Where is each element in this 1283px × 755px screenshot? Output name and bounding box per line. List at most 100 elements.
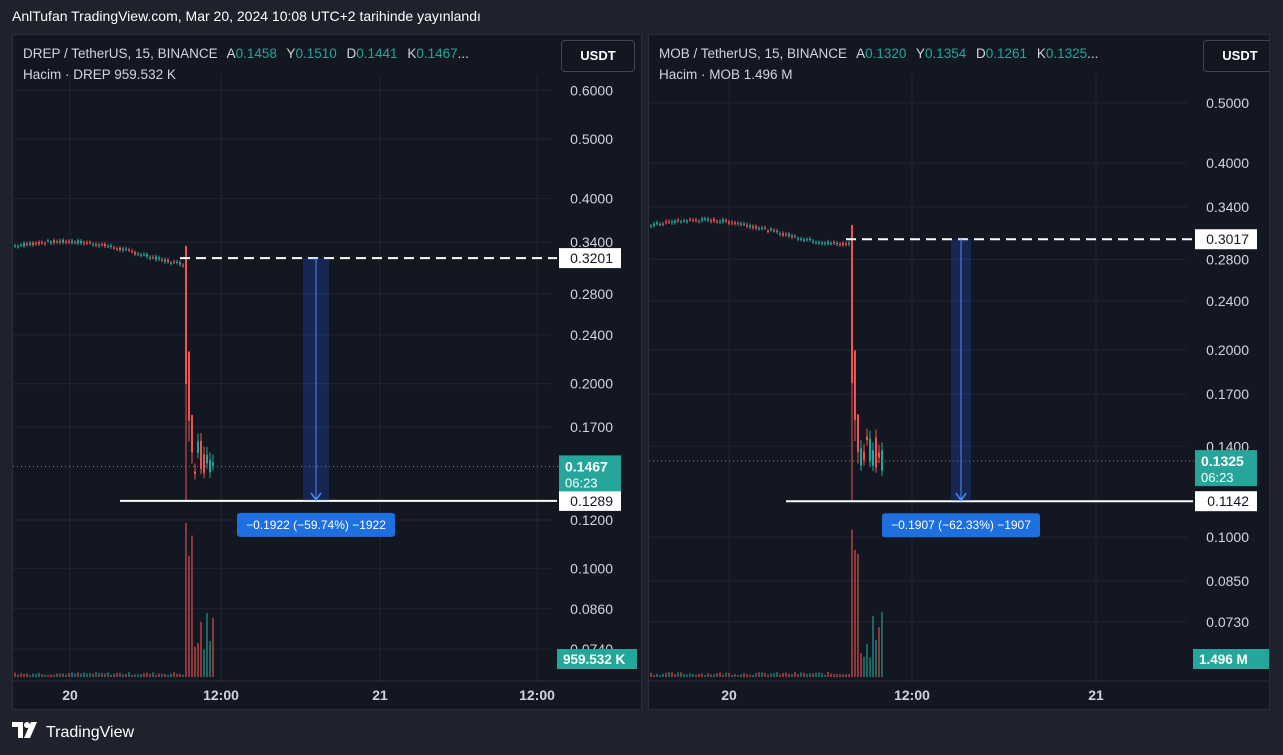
volume-bar (35, 673, 37, 677)
volume-bar (116, 673, 118, 677)
volume-bar (53, 674, 55, 677)
volume-bar (155, 674, 157, 677)
candle-body (734, 222, 736, 224)
currency-button[interactable]: USDT (561, 40, 635, 72)
volume-bar (692, 673, 694, 677)
candle-body (122, 248, 124, 251)
level-badge-label: 0.1142 (1207, 493, 1249, 509)
candle-body (821, 242, 823, 244)
chart-panel-mob[interactable]: 0.5000 0.4000 0.3400 0.2800 0.2400 0.2000 0.17… (648, 34, 1270, 710)
volume-bar (782, 672, 784, 677)
measure-label: −0.1922 (−59.74%) −1922 (246, 518, 386, 532)
candle-body (758, 228, 760, 230)
level-badge-label: 0.3017 (1206, 231, 1249, 247)
volume-bar (683, 673, 685, 677)
volume-bar (821, 672, 823, 677)
candle-body (143, 254, 145, 256)
candle-body (863, 451, 865, 461)
candle-body (770, 229, 772, 231)
volume-bar (176, 673, 178, 677)
volume-bar (134, 674, 136, 677)
chart-panel-drep[interactable]: 0.6000 0.5000 0.4000 0.3400 0.2800 0.2400 0.20… (12, 34, 642, 710)
volume-bar (794, 672, 796, 677)
level-badge-label: 0.1289 (570, 493, 613, 509)
volume-bar (818, 672, 820, 677)
volume-bar (839, 674, 841, 677)
volume-bar (716, 673, 718, 677)
volume-bar (713, 674, 715, 677)
tradingview-logo-icon (12, 722, 40, 743)
candle-body (836, 242, 838, 245)
y-tick-label: 0.1700 (570, 419, 613, 435)
candle-body (47, 240, 49, 242)
y-tick-label: 0.0860 (570, 601, 613, 617)
volume-bar (152, 672, 154, 677)
candle-body (212, 462, 214, 466)
volume-bar (776, 672, 778, 677)
low-value: 0.1261 (985, 46, 1028, 61)
candle-body (833, 242, 835, 244)
candle-body (200, 440, 202, 469)
volume-bar (845, 674, 847, 677)
candle-body (86, 242, 88, 244)
candle-body (50, 242, 52, 244)
candle-body (716, 221, 718, 223)
candle-body (782, 233, 784, 236)
y-tick-label: 0.4000 (570, 191, 613, 207)
volume-bar (65, 674, 67, 677)
x-tick-label: 20 (721, 687, 737, 703)
y-tick-label: 0.1000 (570, 561, 613, 577)
candle-body (149, 257, 151, 259)
volume-bar (788, 673, 790, 677)
volume-bar (203, 649, 205, 677)
volume-bar (41, 674, 43, 677)
candle-body (179, 262, 181, 265)
candle-body (173, 261, 175, 263)
candle-body (869, 438, 871, 462)
symbol-title[interactable]: MOB / TetherUS, 15, BINANCE (659, 46, 848, 61)
x-tick-label: 12:00 (894, 687, 930, 703)
candle-body (17, 246, 19, 248)
more-ellipsis[interactable]: ... (1087, 46, 1099, 61)
candle-body (29, 242, 31, 245)
volume-bar (857, 554, 859, 677)
more-ellipsis[interactable]: ... (457, 46, 469, 61)
volume-bar (62, 673, 64, 677)
volume-bar (812, 673, 814, 677)
symbol-title[interactable]: DREP / TetherUS, 15, BINANCE (23, 46, 218, 61)
measure-label-box (237, 512, 395, 537)
candle-body (848, 242, 850, 245)
brand-name: TradingView (46, 723, 135, 741)
y-tick-label: 0.3400 (1206, 199, 1249, 215)
y-tick-label: 0.2400 (1206, 293, 1249, 309)
close-value: 0.1325 (1045, 46, 1088, 61)
volume-bar (842, 674, 844, 677)
candle-body (158, 257, 160, 260)
chart-canvas-mob[interactable]: 0.5000 0.4000 0.3400 0.2800 0.2400 0.2000 0.17… (649, 35, 1270, 710)
volume-bar (650, 672, 652, 677)
candle-body (44, 243, 46, 245)
volume-bar (68, 673, 70, 677)
volume-bar (830, 673, 832, 677)
volume-bar (869, 657, 871, 677)
currency-button[interactable]: USDT (1203, 40, 1269, 72)
chart-canvas-drep[interactable]: 0.6000 0.5000 0.4000 0.3400 0.2800 0.2400 0.20… (13, 35, 642, 710)
y-tick-label: 0.4000 (1206, 155, 1249, 171)
candle-body (650, 225, 652, 227)
candle-body (851, 225, 853, 384)
volume-legend: Hacim · MOB 1.496 M (659, 67, 793, 82)
footer-brand[interactable]: TradingView (12, 722, 134, 743)
volume-bar (824, 674, 826, 677)
volume-bar (833, 673, 835, 677)
y-tick-label: 0.1200 (570, 512, 613, 528)
candle-body (119, 247, 121, 250)
candle-body (737, 223, 739, 225)
volume-bar (86, 673, 88, 677)
volume-bar (671, 672, 673, 677)
candle-body (878, 452, 880, 458)
candle-body (56, 241, 58, 243)
candle-body (65, 241, 67, 243)
volume-bar (746, 674, 748, 677)
volume-bar (659, 674, 661, 677)
ohlc-label: A (856, 46, 866, 61)
